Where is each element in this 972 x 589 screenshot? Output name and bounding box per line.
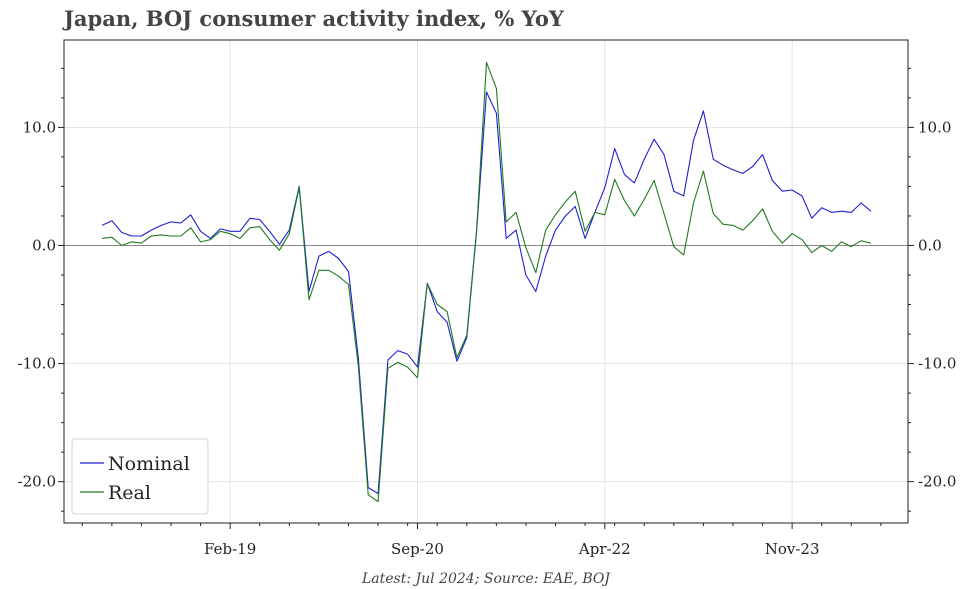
x-tick-label: Apr-22: [578, 540, 631, 558]
legend-label-real: Real: [108, 482, 151, 504]
y-tick-label-left: -10.0: [18, 355, 56, 373]
x-tick-label: Sep-20: [391, 540, 444, 558]
y-tick-label-left: 10.0: [23, 118, 56, 136]
y-tick-label-right: -20.0: [918, 473, 956, 491]
x-tick-label: Feb-19: [204, 540, 256, 558]
series-layer: [101, 61, 872, 503]
series-line-nominal: [101, 91, 872, 495]
axes: 10.0 10.0 0.0 0.0 -10.0 -10.0 -20.0 -20.0 Feb-19…: [18, 67, 956, 558]
y-tick-label-left: -20.0: [18, 473, 56, 491]
plot-frame: [63, 39, 909, 524]
source-caption: Latest: Jul 2024; Source: EAE, BOJ: [361, 571, 611, 587]
y-tick-label-right: 0.0: [918, 236, 942, 254]
y-tick-label-right: -10.0: [918, 355, 956, 373]
legend: Nominal Real: [71, 438, 209, 515]
legend-label-nominal: Nominal: [108, 453, 190, 475]
series-line-real: [101, 61, 872, 503]
y-tick-label-right: 10.0: [918, 118, 951, 136]
legend-box: [71, 438, 209, 515]
chart-title: Japan, BOJ consumer activity index, % Yo…: [64, 6, 564, 31]
y-tick-label-left: 0.0: [32, 236, 56, 254]
x-tick-label: Nov-23: [765, 540, 820, 558]
